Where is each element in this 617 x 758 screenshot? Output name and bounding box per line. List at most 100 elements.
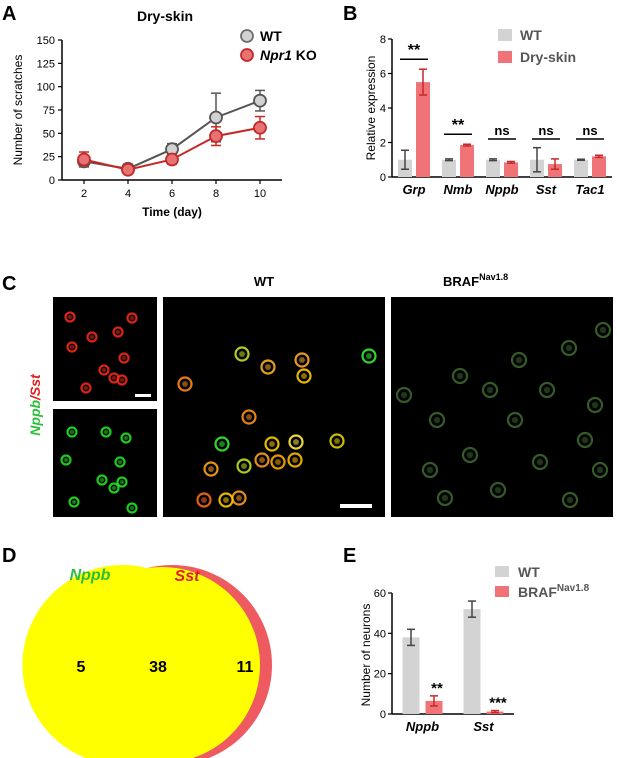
cell-core — [83, 385, 89, 391]
cell-ring — [538, 381, 556, 399]
panel-c-stain-label: Nppb/Sst — [27, 373, 43, 436]
panel-e-axes: 0 20 40 60 — [374, 588, 514, 721]
cell-ring — [254, 452, 270, 468]
cell-ring — [196, 492, 212, 508]
category-label: Nmb — [444, 182, 473, 197]
cell-ring — [60, 454, 72, 466]
cell-ring — [560, 339, 578, 357]
cell-ring — [288, 434, 304, 450]
y-tick-label: 25 — [43, 152, 55, 164]
cell-ring — [531, 453, 549, 471]
cell-ring — [66, 341, 78, 353]
legend-ko-label: Npr1 KO — [260, 47, 317, 63]
data-point — [77, 152, 91, 167]
panel-a-xlabel: Time (day) — [142, 205, 202, 219]
cell-core — [246, 414, 252, 420]
venn-only-sst-count: 11 — [237, 659, 254, 676]
panel-e-marks: Nppb ** Sst *** — [402, 600, 507, 734]
cell-ring — [108, 482, 120, 494]
cell-ring — [287, 452, 303, 468]
cell-core — [117, 459, 123, 465]
panel-d-letter: D — [2, 545, 16, 567]
x-tick-label: 6 — [169, 188, 175, 200]
category-label: Nppb — [406, 719, 439, 734]
x-tick-label: 8 — [213, 188, 219, 200]
cell-ring — [98, 364, 110, 376]
bar-wt — [463, 609, 481, 714]
y-tick-label: 150 — [37, 35, 55, 47]
cell-core — [515, 356, 523, 364]
bar-treated — [548, 164, 562, 177]
venn-sst-label: Sst — [175, 568, 201, 585]
cell-ring — [591, 461, 609, 479]
y-tick-label: 2 — [380, 138, 386, 150]
cell-core — [536, 458, 544, 466]
cell-core — [456, 372, 464, 380]
significance-label: ns — [494, 123, 509, 138]
panel-a-legend: WT Npr1 KO — [240, 28, 317, 63]
data-point — [121, 162, 135, 177]
category-label: Sst — [536, 182, 557, 197]
legend-wt-label: WT — [518, 564, 540, 580]
cell-ring — [80, 382, 92, 394]
cell-ring — [510, 351, 528, 369]
cell-ring — [260, 359, 276, 375]
cell-core — [121, 355, 127, 361]
legend-wt-swatch — [495, 566, 509, 577]
cell-core — [182, 381, 188, 387]
legend-wt-marker — [240, 29, 254, 43]
cell-core — [565, 344, 573, 352]
legend-dryskin-label: Dry-skin — [520, 49, 576, 65]
cell-ring — [177, 376, 193, 392]
cell-core — [223, 497, 229, 503]
cell-ring — [561, 491, 579, 509]
bar-wt — [402, 637, 420, 714]
legend-wt-label: WT — [520, 27, 542, 43]
cell-ring — [214, 436, 230, 452]
bar-wt — [574, 159, 588, 177]
cell-ring — [329, 433, 345, 449]
cell-ring — [361, 348, 377, 364]
cell-core — [275, 459, 281, 465]
y-tick-label: 100 — [37, 82, 55, 94]
panel-e-ylabel: Number of neurons — [359, 604, 373, 707]
cell-core — [89, 334, 95, 340]
cell-core — [236, 495, 242, 501]
cell-ring — [66, 426, 78, 438]
venn-only-nppb-count: 5 — [77, 659, 86, 676]
data-point — [209, 110, 223, 125]
cell-ring — [428, 411, 446, 429]
cell-core — [69, 344, 75, 350]
legend-braf-swatch — [495, 586, 509, 597]
cell-core — [123, 435, 129, 441]
scale-bar-small — [135, 394, 151, 397]
bar-treated — [425, 700, 443, 714]
panel-a-ylabel: Number of scratches — [11, 55, 25, 166]
panel-a-letter: A — [2, 3, 16, 25]
cell-ring — [126, 312, 138, 324]
cell-core — [494, 486, 502, 494]
y-tick-label: 50 — [43, 128, 55, 140]
cell-core — [366, 353, 372, 359]
micrograph-wt-merge — [163, 297, 385, 517]
cell-core — [111, 375, 117, 381]
cell-ring — [421, 461, 439, 479]
y-tick-label: 0 — [380, 709, 386, 721]
legend-dryskin-swatch — [498, 51, 512, 63]
data-point — [253, 120, 267, 135]
y-tick-label: 0 — [380, 172, 386, 184]
significance-label: *** — [489, 695, 507, 712]
cell-ring — [64, 311, 76, 323]
cell-core — [63, 457, 69, 463]
significance-label: ** — [408, 42, 421, 59]
bar-treated — [504, 162, 518, 177]
cell-ring — [96, 474, 108, 486]
cell-core — [581, 436, 589, 444]
panel-c-letter: C — [2, 273, 16, 295]
cell-ring — [114, 456, 126, 468]
cell-ring — [203, 461, 219, 477]
cell-ring — [294, 352, 310, 368]
cell-ring — [118, 352, 130, 364]
scale-bar-large — [340, 504, 372, 508]
